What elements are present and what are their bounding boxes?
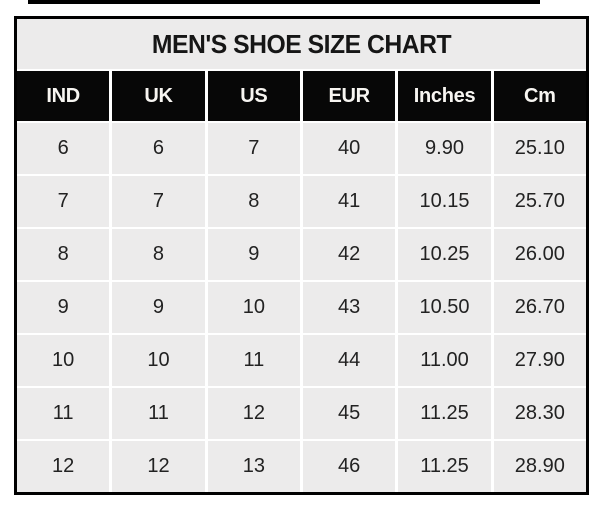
table-cell: 7 <box>17 176 110 227</box>
table-cell: 9.90 <box>398 123 491 174</box>
column-header-eur: EUR <box>303 71 396 121</box>
table-cell: 12 <box>17 441 110 492</box>
column-header-uk: UK <box>112 71 205 121</box>
table-cell: 41 <box>303 176 396 227</box>
table-cell: 8 <box>112 229 205 280</box>
table-cell: 8 <box>207 176 300 227</box>
table-cell: 40 <box>303 123 396 174</box>
table-cell: 11 <box>17 388 110 439</box>
table-cell: 11 <box>112 388 205 439</box>
chart-title: MEN'S SHOE SIZE CHART <box>17 19 586 69</box>
table-cell: 28.30 <box>493 388 586 439</box>
table-cell: 11 <box>207 335 300 386</box>
table-cell: 44 <box>303 335 396 386</box>
column-header-ind: IND <box>17 71 110 121</box>
table-cell: 10 <box>112 335 205 386</box>
table-cell: 10 <box>17 335 110 386</box>
table-cell: 11.00 <box>398 335 491 386</box>
table-cell: 8 <box>17 229 110 280</box>
table-cell: 45 <box>303 388 396 439</box>
table-cell: 9 <box>17 282 110 333</box>
table-cell: 6 <box>112 123 205 174</box>
table-cell: 11.25 <box>398 441 491 492</box>
table-cell: 46 <box>303 441 396 492</box>
table-cell: 28.90 <box>493 441 586 492</box>
table-cell: 27.90 <box>493 335 586 386</box>
table-cell: 7 <box>207 123 300 174</box>
table-cell: 26.00 <box>493 229 586 280</box>
table-cell: 10.50 <box>398 282 491 333</box>
table-cell: 9 <box>112 282 205 333</box>
table-cell: 10 <box>207 282 300 333</box>
shoe-size-chart-table: MEN'S SHOE SIZE CHART IND UK US EUR Inch… <box>14 16 589 495</box>
table-cell: 25.10 <box>493 123 586 174</box>
table-cell: 12 <box>207 388 300 439</box>
chart-title-text: MEN'S SHOE SIZE CHART <box>151 28 452 59</box>
column-header-us: US <box>207 71 300 121</box>
table-cell: 11.25 <box>398 388 491 439</box>
table-cell: 7 <box>112 176 205 227</box>
table-cell: 26.70 <box>493 282 586 333</box>
table-cell: 42 <box>303 229 396 280</box>
table-cell: 13 <box>207 441 300 492</box>
top-border-line <box>28 0 540 4</box>
table-cell: 25.70 <box>493 176 586 227</box>
column-header-cm: Cm <box>493 71 586 121</box>
table-cell: 9 <box>207 229 300 280</box>
table-cell: 10.15 <box>398 176 491 227</box>
table-cell: 6 <box>17 123 110 174</box>
column-header-inches: Inches <box>398 71 491 121</box>
table-cell: 10.25 <box>398 229 491 280</box>
table-cell: 12 <box>112 441 205 492</box>
table-cell: 43 <box>303 282 396 333</box>
